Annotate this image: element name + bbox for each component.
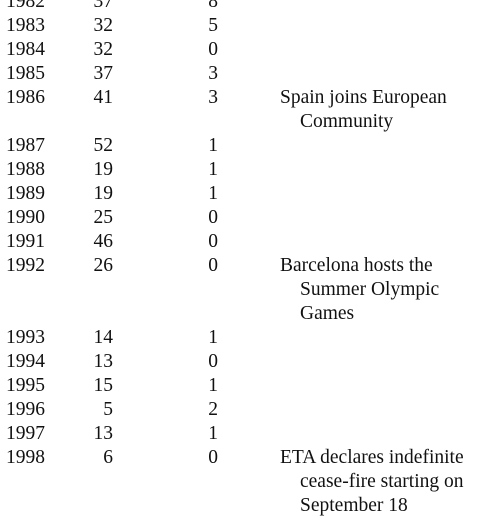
deaths-cell: 26 — [93, 255, 114, 276]
table-row-1998: 1998 6 0 ETA declares indefinite cease-f… — [0, 446, 496, 518]
year-cell: 1992 — [6, 255, 45, 276]
year-cell: 1997 — [6, 423, 45, 444]
year-cell: 1986 — [6, 87, 45, 108]
deaths-cell: 15 — [93, 375, 114, 396]
table-row-1987: 1987 52 1 — [0, 134, 496, 158]
table-row-1996: 1996 5 2 — [0, 398, 496, 422]
table-row-1983: 1983 32 5 — [0, 14, 496, 38]
table-row-1989: 1989 19 1 — [0, 182, 496, 206]
deaths-cell: 19 — [93, 159, 114, 180]
deaths-cell: 32 — [93, 39, 114, 60]
deaths-cell: 32 — [93, 15, 114, 36]
count-cell: 3 — [208, 63, 218, 84]
deaths-cell: 13 — [93, 351, 114, 372]
deaths-cell: 25 — [93, 207, 114, 228]
table-row-1985: 1985 37 3 — [0, 62, 496, 86]
year-cell: 1987 — [6, 135, 45, 156]
event-note: Barcelona hosts the Summer Olympic Games — [280, 255, 440, 324]
count-cell: 5 — [208, 15, 218, 36]
count-cell: 0 — [208, 255, 218, 276]
count-cell: 2 — [208, 399, 218, 420]
table-page: 1982 37 8 1983 32 5 1984 32 0 1985 37 3 … — [0, 0, 496, 518]
count-cell: 1 — [208, 423, 218, 444]
table-row-1991: 1991 46 0 — [0, 230, 496, 254]
year-cell: 1990 — [6, 207, 45, 228]
count-cell: 1 — [208, 135, 218, 156]
count-cell: 1 — [208, 183, 218, 204]
year-cell: 1994 — [6, 351, 45, 372]
count-cell: 3 — [208, 87, 218, 108]
deaths-cell: 19 — [93, 183, 114, 204]
table-row-1986: 1986 41 3 Spain joins European Community — [0, 86, 496, 134]
year-cell: 1988 — [6, 159, 45, 180]
year-cell: 1982 — [6, 0, 45, 12]
table-row-1997: 1997 13 1 — [0, 422, 496, 446]
deaths-cell: 37 — [93, 0, 114, 12]
year-cell: 1991 — [6, 231, 45, 252]
table-row-1994: 1994 13 0 — [0, 350, 496, 374]
event-note: ETA declares indefinite cease-fire start… — [280, 447, 464, 516]
year-cell: 1985 — [6, 63, 45, 84]
year-cell: 1989 — [6, 183, 45, 204]
deaths-cell: 14 — [93, 327, 114, 348]
count-cell: 0 — [208, 351, 218, 372]
year-cell: 1984 — [6, 39, 45, 60]
deaths-cell: 13 — [93, 423, 114, 444]
table-row-1992: 1992 26 0 Barcelona hosts the Summer Oly… — [0, 254, 496, 326]
event-note: Spain joins European Community — [280, 87, 447, 132]
year-cell: 1995 — [6, 375, 45, 396]
deaths-cell: 52 — [93, 135, 114, 156]
deaths-cell: 5 — [103, 399, 113, 420]
year-cell: 1993 — [6, 327, 45, 348]
deaths-cell: 41 — [93, 87, 114, 108]
table-row-1988: 1988 19 1 — [0, 158, 496, 182]
count-cell: 8 — [208, 0, 218, 12]
table-row-1984: 1984 32 0 — [0, 38, 496, 62]
year-cell: 1996 — [6, 399, 45, 420]
count-cell: 1 — [208, 327, 218, 348]
deaths-cell: 6 — [103, 447, 113, 468]
table-row-1995: 1995 15 1 — [0, 374, 496, 398]
count-cell: 0 — [208, 447, 218, 468]
count-cell: 1 — [208, 159, 218, 180]
table-row-1990: 1990 25 0 — [0, 206, 496, 230]
year-cell: 1983 — [6, 15, 45, 36]
deaths-cell: 46 — [93, 231, 114, 252]
count-cell: 1 — [208, 375, 218, 396]
count-cell: 0 — [208, 231, 218, 252]
count-cell: 0 — [208, 39, 218, 60]
table-row-1993: 1993 14 1 — [0, 326, 496, 350]
deaths-cell: 37 — [93, 63, 114, 84]
count-cell: 0 — [208, 207, 218, 228]
table-row-1982: 1982 37 8 — [0, 0, 496, 14]
year-cell: 1998 — [6, 447, 45, 468]
